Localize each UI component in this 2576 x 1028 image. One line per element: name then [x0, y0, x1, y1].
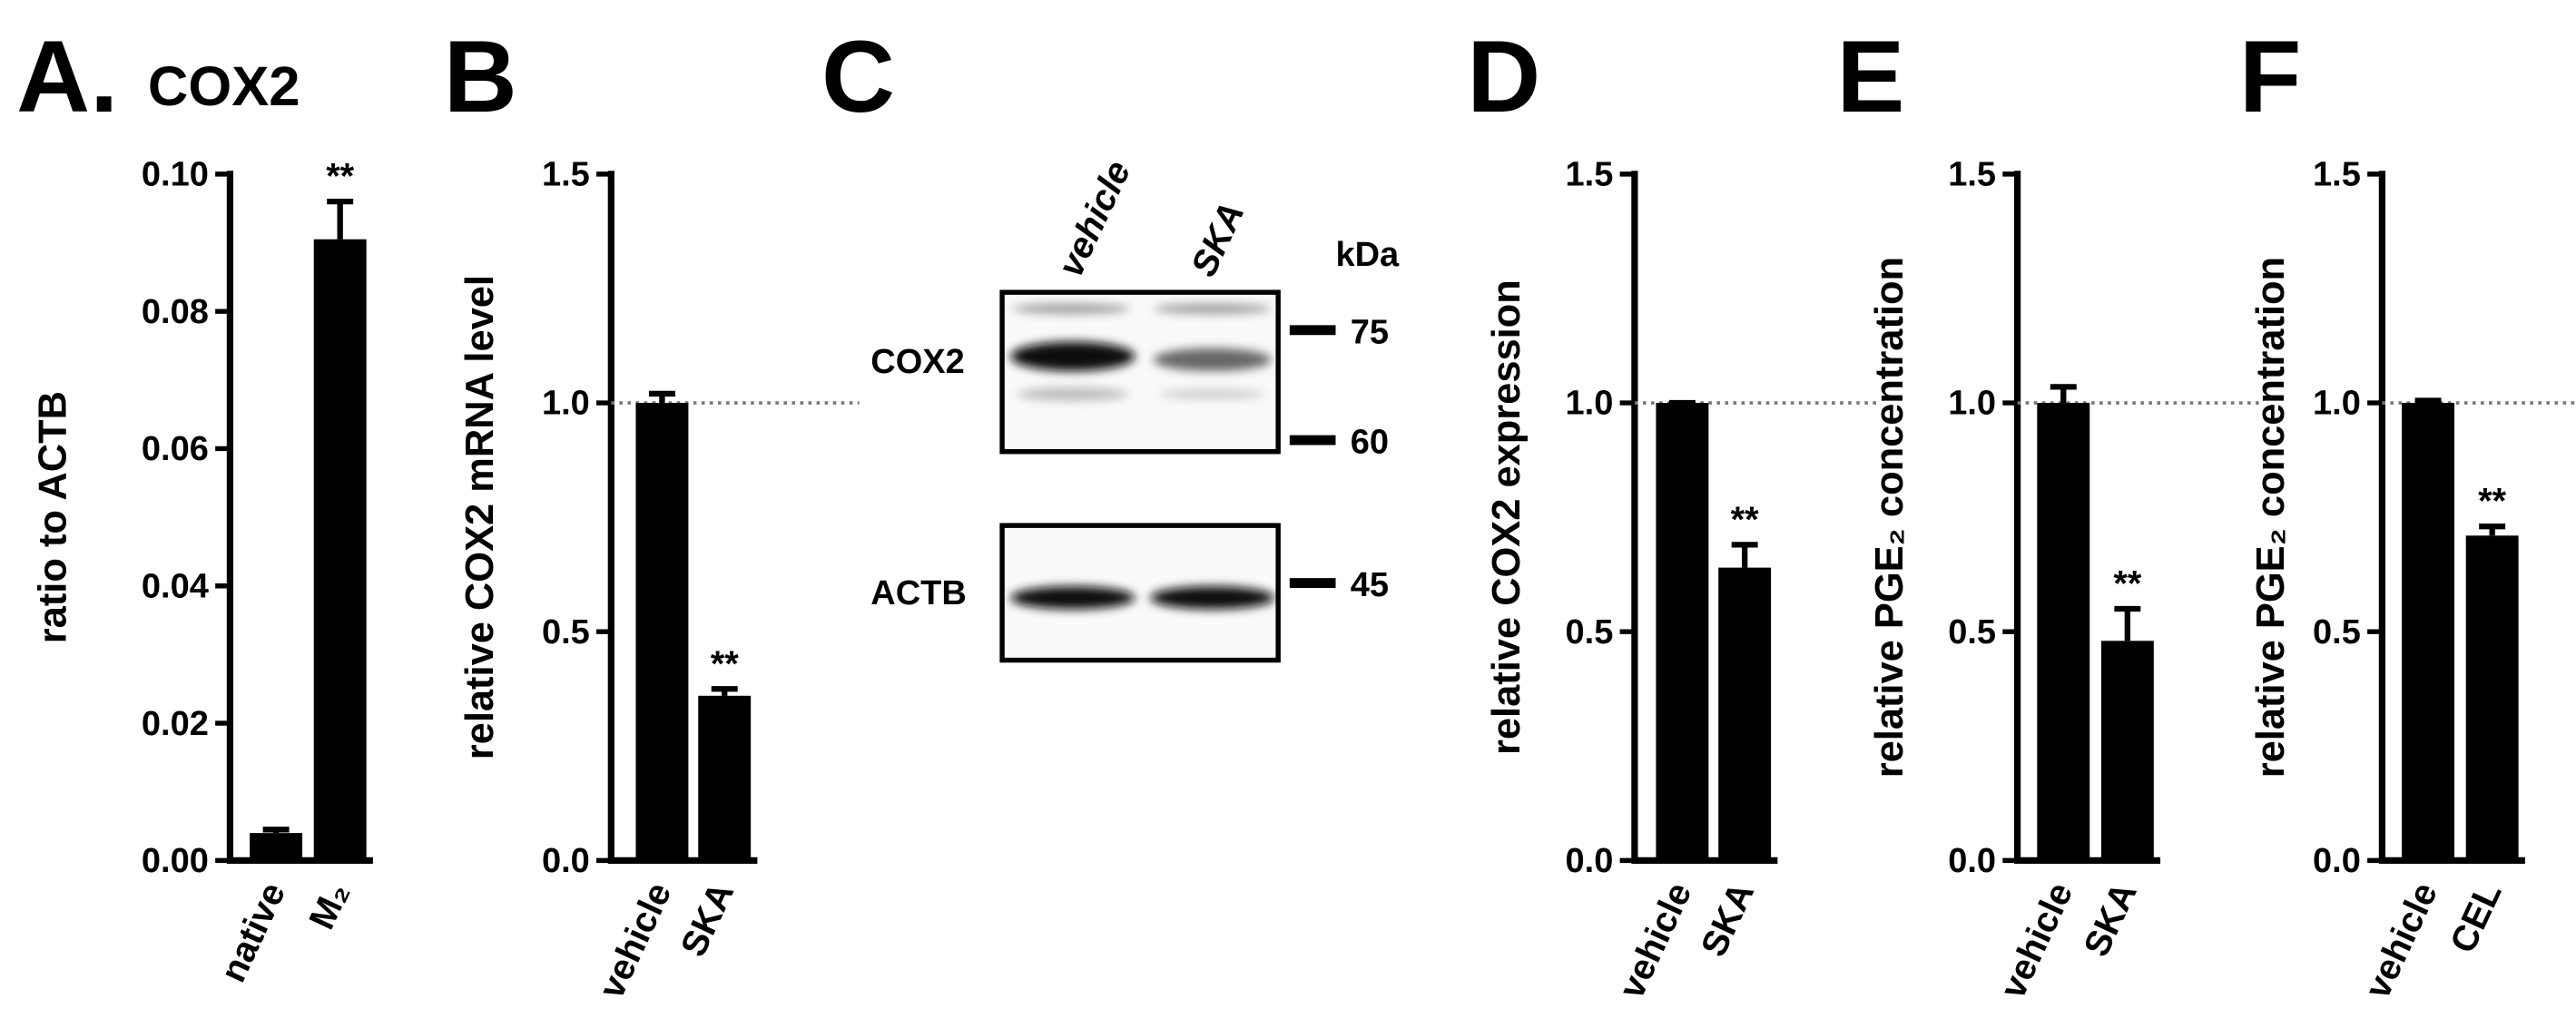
y-tick-label: 1.5 — [1566, 156, 1614, 194]
x-tick-label: native — [213, 876, 293, 988]
error-bar — [1731, 542, 1758, 568]
y-tick-label: 1.5 — [542, 156, 590, 194]
band — [1017, 387, 1129, 401]
x-tick-label: SKA — [2076, 876, 2144, 963]
y-tick-label: 0.00 — [142, 842, 209, 880]
significance-label: ** — [1731, 500, 1759, 540]
y-tick-label: 0.0 — [2313, 842, 2361, 880]
y-tick-label: 0.5 — [542, 613, 590, 651]
error-bar — [2050, 384, 2077, 404]
row-label: COX2 — [870, 343, 964, 381]
panel-letter: C — [821, 19, 895, 133]
panel-letter: E — [1837, 19, 1905, 133]
bar — [698, 695, 752, 861]
band — [1010, 341, 1136, 372]
unit-label: kDa — [1335, 236, 1400, 274]
bar — [250, 833, 303, 861]
y-axis-label: ratio to ACTB — [31, 391, 74, 643]
band — [1149, 586, 1275, 610]
bar — [1656, 403, 1709, 861]
error-bar — [2414, 397, 2442, 404]
bar — [313, 239, 367, 861]
y-tick-label: 0.0 — [1948, 842, 1996, 880]
band — [1153, 348, 1272, 372]
bar — [2402, 403, 2455, 861]
y-tick-label: 0.5 — [2313, 613, 2361, 651]
lane-label: vehicle — [1050, 155, 1138, 283]
bar — [1718, 567, 1772, 861]
y-axis-label: relative PGE₂ concentration — [1868, 257, 1912, 778]
bar — [635, 403, 689, 861]
significance-label: ** — [326, 157, 354, 197]
error-bar — [327, 198, 354, 240]
bar — [2037, 403, 2090, 861]
bar — [2465, 535, 2519, 861]
panel-letter: F — [2239, 19, 2302, 133]
y-tick-label: 1.5 — [1948, 156, 1996, 194]
y-tick-label: 1.5 — [2313, 156, 2361, 194]
significance-label: ** — [2478, 482, 2506, 522]
y-tick-label: 0.0 — [1566, 842, 1614, 880]
y-tick-label: 1.0 — [1566, 385, 1614, 423]
x-tick-label: vehicle — [592, 876, 680, 1004]
y-tick-label: 0.5 — [1948, 613, 1996, 651]
x-tick-label: M₂ — [301, 876, 357, 935]
x-tick-label: SKA — [673, 876, 742, 963]
band — [1010, 586, 1136, 610]
error-bar — [2479, 524, 2506, 536]
band — [1159, 388, 1265, 399]
y-tick-label: 0.02 — [142, 705, 209, 743]
panel-letter: A. — [16, 19, 118, 133]
error-bar — [262, 827, 290, 834]
x-tick-label: vehicle — [1611, 876, 1699, 1004]
y-tick-label: 1.0 — [542, 385, 590, 423]
marker-label: 75 — [1351, 313, 1389, 351]
lane-label: SKA — [1184, 197, 1252, 283]
marker-label: 45 — [1351, 566, 1389, 604]
y-tick-label: 1.0 — [1948, 385, 1996, 423]
x-tick-label: CEL — [2443, 876, 2510, 959]
y-axis-label: relative COX2 mRNA level — [458, 275, 502, 759]
blot-frame — [999, 289, 1281, 455]
y-tick-label: 1.0 — [2313, 385, 2361, 423]
y-axis-label: relative PGE₂ concentration — [2249, 257, 2293, 778]
error-bar — [648, 390, 675, 404]
blot-image — [999, 289, 1281, 663]
row-label: ACTB — [870, 574, 967, 612]
y-tick-label: 0.06 — [142, 430, 209, 468]
y-tick-label: 0.0 — [542, 842, 590, 880]
panel-letter: B — [444, 19, 517, 133]
y-tick-label: 0.10 — [142, 156, 209, 194]
significance-label: ** — [711, 644, 739, 684]
panel-title: COX2 — [148, 55, 300, 118]
significance-label: ** — [2113, 564, 2141, 604]
y-tick-label: 0.04 — [142, 567, 209, 605]
band — [1153, 303, 1272, 314]
band — [1011, 303, 1131, 314]
error-bar — [2114, 605, 2141, 641]
y-tick-label: 0.08 — [142, 293, 209, 331]
y-tick-label: 0.5 — [1566, 613, 1614, 651]
marker-label: 60 — [1351, 424, 1389, 462]
x-tick-label: vehicle — [2357, 876, 2445, 1004]
panel-letter: D — [1467, 19, 1540, 133]
x-tick-label: vehicle — [1992, 876, 2080, 1004]
error-bar — [711, 686, 738, 696]
bar — [2100, 641, 2154, 861]
x-tick-label: SKA — [1694, 876, 1762, 963]
y-axis-label: relative COX2 expression — [1485, 279, 1529, 755]
